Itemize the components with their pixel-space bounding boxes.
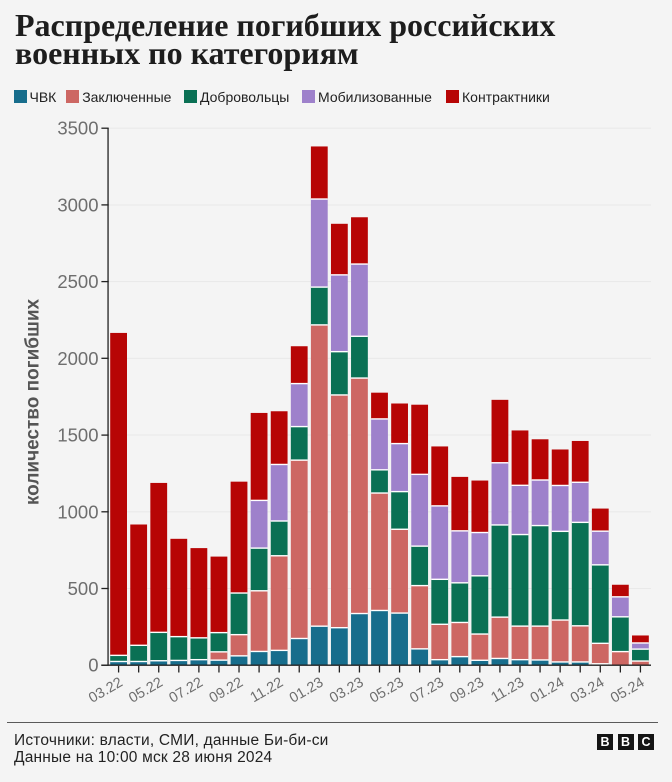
svg-text:03.22: 03.22: [86, 675, 125, 707]
svg-text:03.23: 03.23: [327, 675, 366, 707]
svg-text:01.23: 01.23: [287, 675, 326, 707]
svg-text:05.22: 05.22: [126, 675, 165, 707]
svg-text:03.24: 03.24: [568, 675, 607, 707]
svg-text:500: 500: [68, 578, 99, 599]
svg-text:1500: 1500: [57, 425, 98, 446]
svg-text:1000: 1000: [57, 501, 98, 522]
svg-text:3500: 3500: [57, 118, 98, 139]
svg-text:09.22: 09.22: [207, 675, 246, 707]
svg-text:количество погибших: количество погибших: [23, 298, 44, 505]
svg-text:07.22: 07.22: [166, 675, 205, 707]
svg-text:2000: 2000: [57, 348, 98, 369]
svg-text:11.23: 11.23: [488, 675, 527, 706]
svg-text:05.24: 05.24: [608, 675, 647, 707]
svg-text:2500: 2500: [57, 271, 98, 292]
svg-text:0: 0: [88, 655, 98, 676]
svg-text:05.23: 05.23: [367, 675, 406, 707]
svg-text:11.22: 11.22: [248, 675, 287, 706]
svg-text:09.23: 09.23: [447, 675, 486, 707]
svg-text:07.23: 07.23: [407, 675, 446, 707]
svg-text:01.24: 01.24: [528, 675, 567, 707]
svg-text:3000: 3000: [57, 194, 98, 215]
